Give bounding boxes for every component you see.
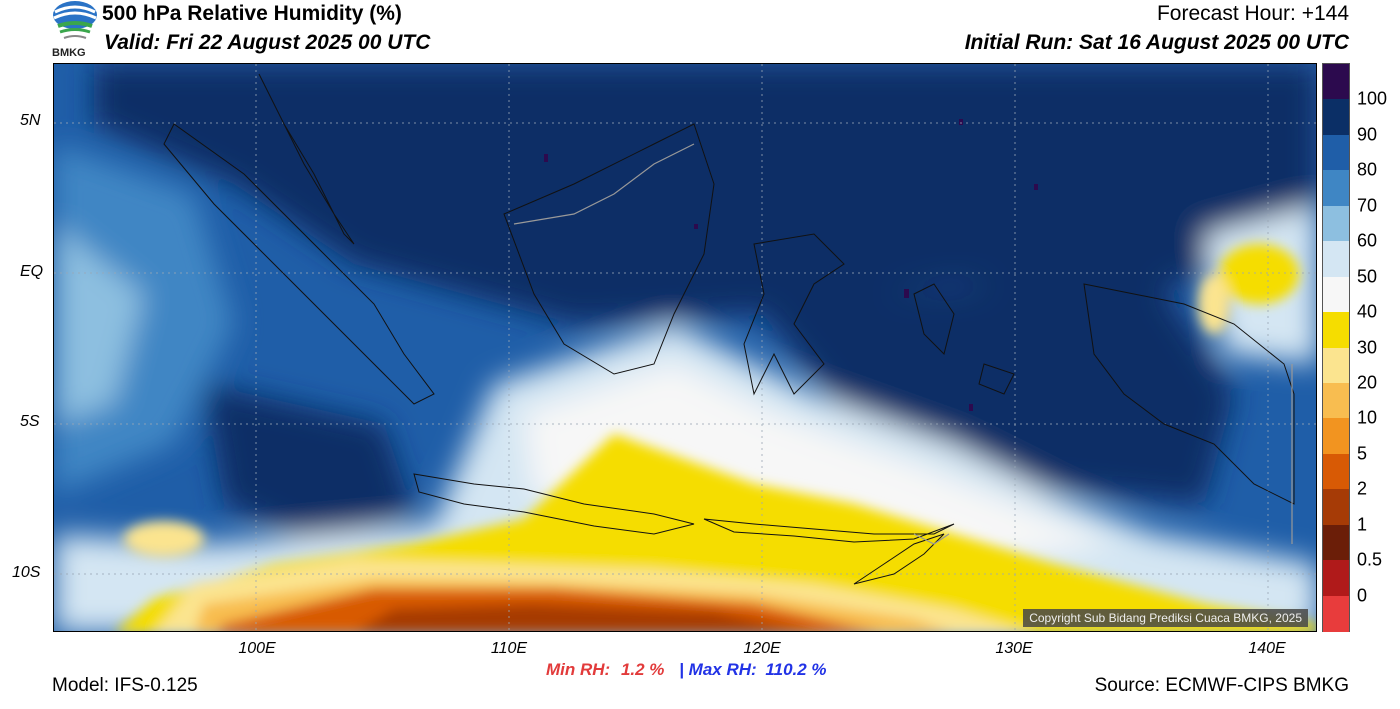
humidity-field [54,64,1316,631]
colorbar-label: 100 [1357,88,1388,109]
colorbar-label: 50 [1357,266,1378,287]
colorbar-segment [1323,241,1349,278]
colorbar-segment [1323,453,1349,490]
colorbar-label: 40 [1357,301,1378,322]
lon-label-140e: 140E [1248,640,1286,657]
max-rh-value: 110.2 % [765,660,827,679]
colorbar-label: 0 [1357,585,1368,606]
data-source: Source: ECMWF-CIPS BMKG [1094,675,1349,696]
lat-label-10s: 10S [12,564,41,581]
colorbar-segment [1323,382,1349,419]
colorbar-segment [1323,524,1349,561]
colorbar-label: 5 [1357,443,1368,464]
colorbar-label: 30 [1357,337,1378,357]
colorbar-label: 60 [1357,230,1378,251]
bmkg-logo [50,0,100,60]
logo-text: BMKG [52,47,86,59]
colorbar-segment [1323,276,1349,313]
colorbar-label: 10 [1357,407,1378,428]
colorbar-label: 2 [1357,478,1368,499]
colorbar-segment [1323,347,1349,384]
colorbar-segment [1323,560,1349,597]
lat-label-eq: EQ [20,263,44,280]
humidity-map: Copyright Sub Bidang Prediksi Cuaca BMKG… [53,63,1317,632]
forecast-hour: Forecast Hour: +144 [1156,2,1349,25]
stats-separator: | [679,660,684,679]
max-rh-label: Max RH: [688,660,757,679]
colorbar-label: 20 [1357,372,1378,393]
initial-run: Initial Run: Sat 16 August 2025 00 UTC [964,31,1349,54]
copyright-notice: Copyright Sub Bidang Prediksi Cuaca BMKG… [1023,609,1308,627]
colorbar-segment [1323,134,1349,171]
colorbar [1322,63,1350,632]
min-rh-value: 1.2 % [620,660,665,679]
model-name: Model: IFS-0.125 [52,675,198,696]
map-title: 500 hPa Relative Humidity (%) [102,2,402,25]
lat-label-5n: 5N [20,112,41,129]
lat-label-5s: 5S [20,413,40,430]
colorbar-segment [1323,312,1349,348]
colorbar-label: 90 [1357,124,1378,145]
min-rh-label: Min RH: [546,660,611,679]
colorbar-segment [1323,99,1349,136]
colorbar-segment [1323,418,1349,455]
rh-stats: Min RH: 1.2 % | Max RH: 110.2 % [546,660,827,680]
lon-label-130e: 130E [995,640,1033,657]
colorbar-segment [1323,170,1349,207]
coastlines [163,73,1295,585]
colorbar-label: 1 [1357,514,1368,535]
colorbar-label: 70 [1357,195,1378,216]
valid-time: Valid: Fri 22 August 2025 00 UTC [104,31,431,54]
colorbar-segment [1323,489,1349,526]
colorbar-label: 0.5 [1357,549,1383,570]
colorbar-label: 80 [1357,159,1378,180]
colorbar-segment [1323,595,1349,632]
lon-label-120e: 120E [743,640,781,657]
colorbar-segment [1323,205,1349,242]
colorbar-segment [1323,64,1349,100]
lon-label-110e: 110E [490,640,528,657]
lon-label-100e: 100E [238,640,276,657]
